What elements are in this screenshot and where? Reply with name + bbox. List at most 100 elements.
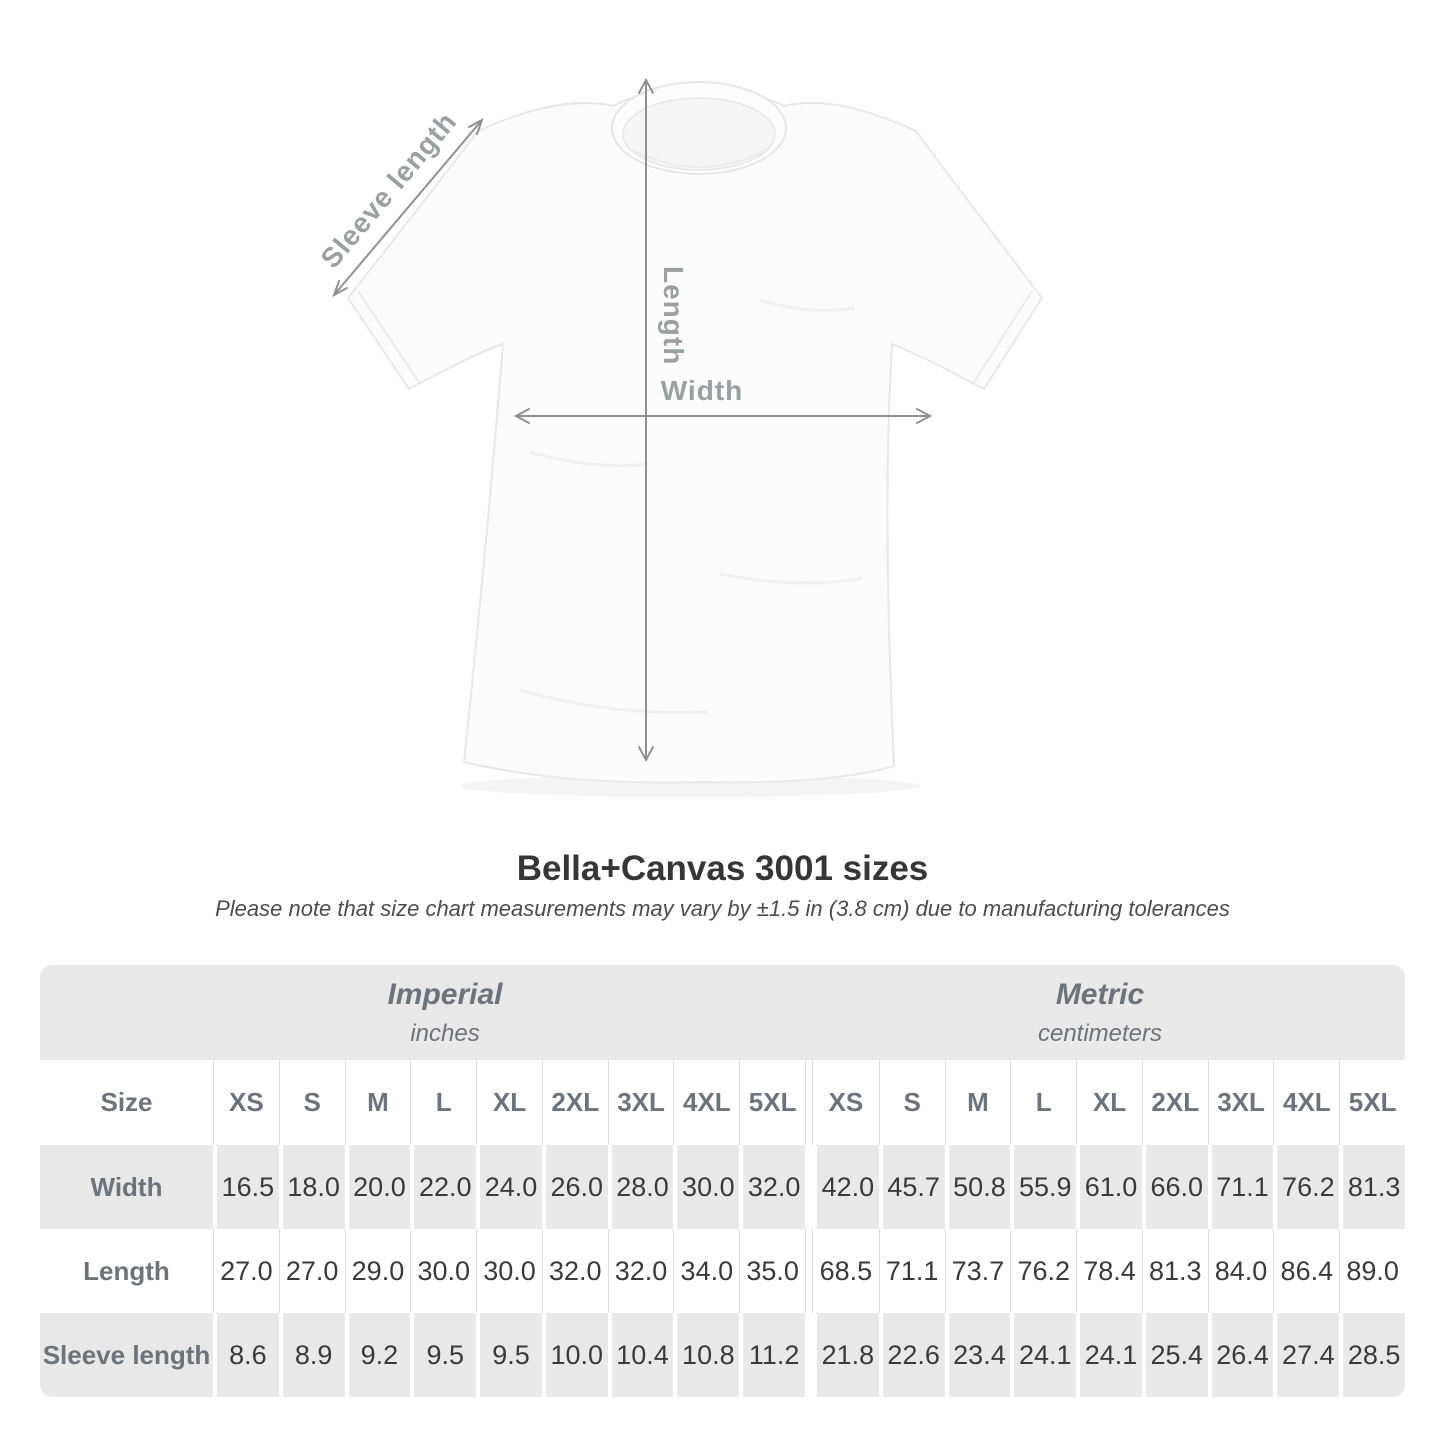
sleeve-length-metric-value: 21.8 <box>813 1313 879 1397</box>
imperial-header: Imperial inches <box>387 978 502 1048</box>
width-metric-value: 81.3 <box>1339 1145 1405 1229</box>
length-metric-value: 73.7 <box>944 1229 1011 1313</box>
size-col-header-metric: 3XL <box>1207 1060 1274 1145</box>
size-col-header-imperial: S <box>278 1060 345 1145</box>
size-col-header-metric: 2XL <box>1141 1060 1208 1145</box>
sleeve-length-imperial-value: 10.4 <box>607 1313 674 1397</box>
width-imperial-value: 20.0 <box>344 1145 411 1229</box>
size-col-header-imperial: 5XL <box>739 1060 805 1145</box>
table-row-sleeve-length: Sleeve length 8.6 8.9 9.2 9.5 9.5 10.0 10.4 10.8… <box>40 1313 1405 1397</box>
unit-header-band: Imperial inches Metric centimeters <box>40 965 1405 1060</box>
width-metric-value: 55.9 <box>1010 1145 1076 1229</box>
size-col-header-metric: S <box>878 1060 945 1145</box>
length-label: Length <box>658 266 689 365</box>
metric-header: Metric centimeters <box>1038 978 1162 1048</box>
width-arrow <box>513 408 933 424</box>
sleeve-length-arrow <box>332 117 484 298</box>
length-imperial-value: 30.0 <box>410 1229 476 1313</box>
size-col-header-imperial: 2XL <box>541 1060 608 1145</box>
imperial-metric-divider <box>805 1060 813 1145</box>
size-col-header-imperial: M <box>344 1060 411 1145</box>
wrinkle <box>519 688 709 715</box>
table-row-width: Width 16.5 18.0 20.0 22.0 24.0 26.0 28.0 30.0 32.… <box>40 1145 1405 1229</box>
length-metric-value: 81.3 <box>1141 1229 1208 1313</box>
width-imperial-value: 16.5 <box>213 1145 279 1229</box>
width-imperial-value: 24.0 <box>476 1145 542 1229</box>
width-imperial-value: 32.0 <box>739 1145 805 1229</box>
width-label: Width <box>661 375 744 406</box>
width-metric-value: 76.2 <box>1273 1145 1339 1229</box>
sleeve-length-imperial-value: 9.2 <box>344 1313 411 1397</box>
size-col-header-metric: XS <box>828 1087 864 1117</box>
metric-unit: centimeters <box>1037 1020 1163 1047</box>
size-col-header-imperial: XS <box>213 1060 279 1145</box>
size-col-header-metric: 4XL <box>1273 1060 1339 1145</box>
sleeve-length-imperial-value: 11.2 <box>739 1313 805 1397</box>
size-col-header-metric: 5XL <box>1339 1060 1405 1145</box>
size-col-header-imperial: 3XL <box>607 1060 674 1145</box>
size-col-header-metric: L <box>1010 1060 1076 1145</box>
length-imperial-value: 27.0 <box>278 1229 345 1313</box>
imperial-metric-divider <box>805 1145 813 1229</box>
width-metric-value: 61.0 <box>1076 1145 1142 1229</box>
length-metric-value: 71.1 <box>878 1229 945 1313</box>
width-imperial-value: 18.0 <box>278 1145 345 1229</box>
left-cuff-seam <box>357 290 420 383</box>
table-row-length: Length 27.0 27.0 29.0 30.0 30.0 32.0 32.0 34.0 35… <box>40 1229 1405 1313</box>
sleeve-length-metric-value: 24.1 <box>1076 1313 1142 1397</box>
length-imperial-value: 32.0 <box>541 1229 608 1313</box>
width-imperial-value: 22.0 <box>410 1145 476 1229</box>
sleeve-length-imperial-value: 10.0 <box>541 1313 608 1397</box>
sleeve-length-imperial-value: 9.5 <box>476 1313 542 1397</box>
width-imperial-value: 30.0 <box>673 1145 739 1229</box>
wrinkle <box>529 450 649 467</box>
tshirt-measurement-diagram: Sleeve length Length Width <box>315 77 1044 797</box>
size-header-row: Size XS S M L XL 2XL 3XL 4XL 5XL XS S M L XL 2XL 3XL 4XL 5… <box>40 1060 1405 1145</box>
length-metric-value: 86.4 <box>1273 1229 1339 1313</box>
sleeve-length-imperial-value: 8.6 <box>213 1313 279 1397</box>
width-metric-value: 50.8 <box>944 1145 1011 1229</box>
length-metric-value: 76.2 <box>1010 1229 1076 1313</box>
sleeve-length-imperial-value: 9.5 <box>410 1313 476 1397</box>
size-col-header-metric: M <box>944 1060 1011 1145</box>
sleeve-length-imperial-value: 8.9 <box>278 1313 345 1397</box>
length-imperial-value: 27.0 <box>213 1229 279 1313</box>
tshirt-graphic <box>346 89 1044 784</box>
length-imperial-value: 34.0 <box>673 1229 739 1313</box>
size-col-header-metric: XL <box>1076 1060 1142 1145</box>
page-title: Bella+Canvas 3001 sizes <box>516 849 929 888</box>
sleeve-length-metric-value: 28.5 <box>1339 1313 1405 1397</box>
sleeve-length-imperial-value: 10.8 <box>673 1313 739 1397</box>
collar-inner-shade <box>631 149 767 168</box>
length-metric-value: 78.4 <box>1076 1229 1142 1313</box>
length-metric-value: 68.5 <box>819 1255 873 1286</box>
metric-label: Metric <box>1055 978 1145 1011</box>
wrinkle <box>759 298 855 313</box>
size-corner-label: Size <box>100 1087 153 1117</box>
length-imperial-value: 29.0 <box>344 1229 411 1313</box>
length-imperial-value: 32.0 <box>607 1229 674 1313</box>
sleeve-length-metric-value: 25.4 <box>1141 1313 1208 1397</box>
sleeve-length-metric-value: 22.6 <box>878 1313 945 1397</box>
sleeve-length-metric-value: 24.1 <box>1010 1313 1076 1397</box>
collar-opening <box>622 97 776 171</box>
length-arrow <box>638 77 654 763</box>
size-col-header-imperial: XL <box>476 1060 542 1145</box>
right-cuff-seam <box>973 290 1033 383</box>
width-metric-value: 66.0 <box>1141 1145 1208 1229</box>
length-imperial-value: 30.0 <box>476 1229 542 1313</box>
length-metric-value: 84.0 <box>1207 1229 1274 1313</box>
sleeve-length-metric-value: 23.4 <box>944 1313 1011 1397</box>
width-metric-value: 71.1 <box>1207 1145 1274 1229</box>
width-imperial-value: 26.0 <box>541 1145 608 1229</box>
imperial-metric-divider <box>805 1313 813 1397</box>
size-col-header-imperial: 4XL <box>673 1060 739 1145</box>
imperial-label: Imperial <box>387 978 503 1011</box>
size-table: Imperial inches Metric centimeters Size X… <box>40 965 1405 1397</box>
sleeve-length-metric-value: 27.4 <box>1273 1313 1339 1397</box>
row-label-length: Length <box>83 1255 170 1286</box>
row-label-width: Width <box>90 1171 163 1202</box>
size-col-header-imperial: L <box>410 1060 476 1145</box>
tolerance-note: Please note that size chart measurements… <box>215 896 1230 921</box>
